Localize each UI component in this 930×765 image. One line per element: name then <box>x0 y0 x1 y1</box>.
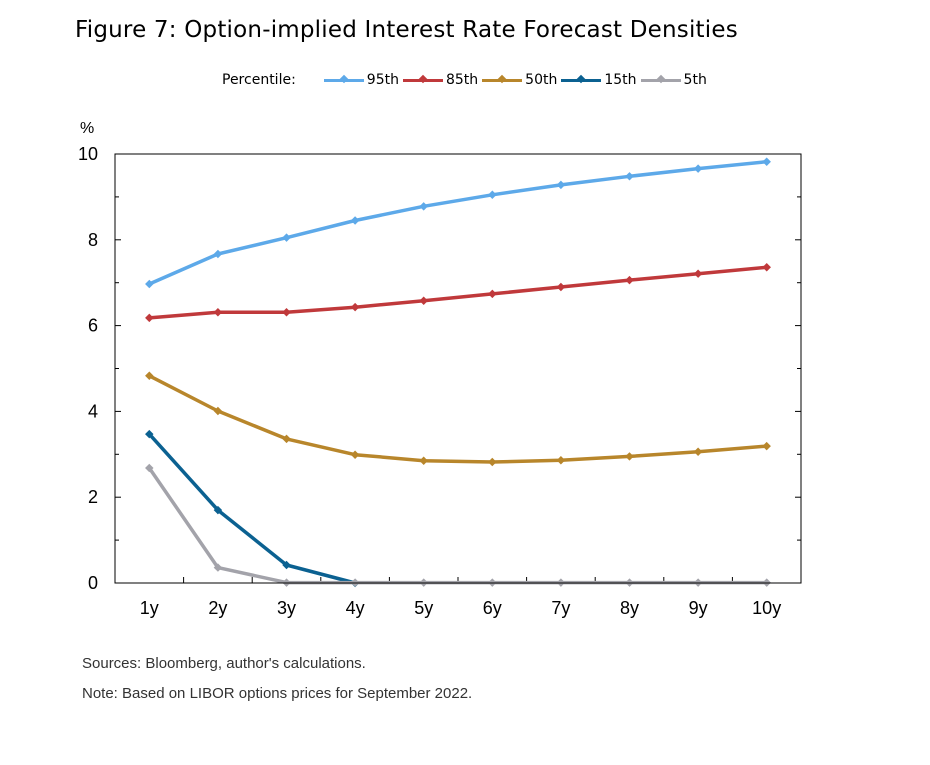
plot-area-border <box>114 153 802 584</box>
data-point-50th <box>145 371 154 381</box>
legend-swatch <box>402 74 443 84</box>
legend-item-50th: 50th <box>482 72 557 88</box>
data-point-95th <box>145 279 154 289</box>
chart-title: Figure 7: Option-implied Interest Rate F… <box>75 17 738 43</box>
series-line-5th <box>147 467 767 585</box>
x-tick-label: 8y <box>620 598 639 618</box>
data-point-50th <box>693 447 703 456</box>
data-point-50th <box>762 441 771 451</box>
x-tick-label: 6y <box>483 598 502 618</box>
data-point-85th <box>625 275 634 285</box>
series-line-50th <box>148 374 767 464</box>
y-axis-unit-label: % <box>80 120 94 137</box>
data-point-95th <box>282 233 291 242</box>
data-point-50th <box>419 456 428 465</box>
legend-item-5th: 5th <box>640 72 707 88</box>
line-chart: % 0 2 4 6 8 10 1y 2y 3y 4y 5y 6y 7y 8y 9y 10y <box>78 120 802 618</box>
data-point-85th <box>350 302 360 312</box>
y-tick-label: 8 <box>88 230 98 250</box>
data-point-50th <box>488 457 497 467</box>
data-point-85th <box>762 263 771 272</box>
data-point-95th <box>419 202 428 211</box>
data-point-95th <box>625 172 634 181</box>
x-tick-label: 2y <box>208 598 227 618</box>
legend-item-85th: 85th <box>402 72 479 88</box>
legend-swatch <box>561 74 602 84</box>
data-point-50th <box>556 456 566 465</box>
legend-swatch <box>482 74 523 84</box>
x-tick-label: 4y <box>346 598 365 618</box>
sources-note: Sources: Bloomberg, author's calculation… <box>82 655 366 672</box>
data-point-50th <box>625 452 634 461</box>
y-tick-label: 10 <box>78 144 98 164</box>
y-tick-label: 2 <box>88 487 98 507</box>
series-group <box>145 157 771 588</box>
x-axis: 1y 2y 3y 4y 5y 6y 7y 8y 9y 10y <box>140 577 781 618</box>
legend-swatch <box>640 74 681 84</box>
x-tick-label: 7y <box>551 598 570 618</box>
series-line-15th <box>148 432 356 585</box>
legend-label: 95th <box>366 72 399 88</box>
data-point-50th <box>282 434 291 444</box>
series-line-95th <box>148 159 767 286</box>
legend-item-95th: 95th <box>323 72 399 88</box>
data-point-85th <box>213 308 223 317</box>
data-point-95th <box>488 190 497 200</box>
data-point-85th <box>556 282 566 292</box>
legend-label: 15th <box>604 72 637 88</box>
data-point-15th <box>145 429 154 439</box>
data-point-95th <box>693 164 703 173</box>
data-point-50th <box>213 406 223 416</box>
x-tick-label: 1y <box>140 598 159 618</box>
x-tick-label: 9y <box>689 598 708 618</box>
legend-label: 5th <box>683 72 707 88</box>
legend-label: 50th <box>525 72 558 88</box>
x-tick-label: 10y <box>752 598 781 618</box>
data-point-95th <box>350 216 360 225</box>
data-point-85th <box>419 296 428 305</box>
data-point-15th <box>282 560 291 570</box>
chart-legend: Percentile: 95th 85th 50th 15th 5th <box>222 70 711 90</box>
data-point-50th <box>350 450 360 459</box>
footnote: Note: Based on LIBOR options prices for … <box>82 685 473 702</box>
y-tick-label: 4 <box>88 401 98 421</box>
x-tick-label: 3y <box>277 598 296 618</box>
x-tick-label: 5y <box>414 598 433 618</box>
data-point-85th <box>693 269 703 278</box>
series-line-85th <box>149 265 767 320</box>
data-point-95th <box>762 157 771 166</box>
data-point-85th <box>282 308 291 317</box>
legend-item-15th: 15th <box>561 72 637 88</box>
data-point-85th <box>145 313 154 323</box>
y-tick-label: 0 <box>88 573 98 593</box>
legend-title: Percentile: <box>222 72 296 88</box>
data-point-85th <box>488 289 497 299</box>
legend-swatch <box>323 74 364 84</box>
y-axis: 0 2 4 6 8 10 <box>78 144 801 593</box>
data-point-95th <box>213 249 223 259</box>
legend-label: 85th <box>445 72 479 88</box>
data-point-95th <box>556 180 566 190</box>
y-tick-label: 6 <box>88 316 98 336</box>
